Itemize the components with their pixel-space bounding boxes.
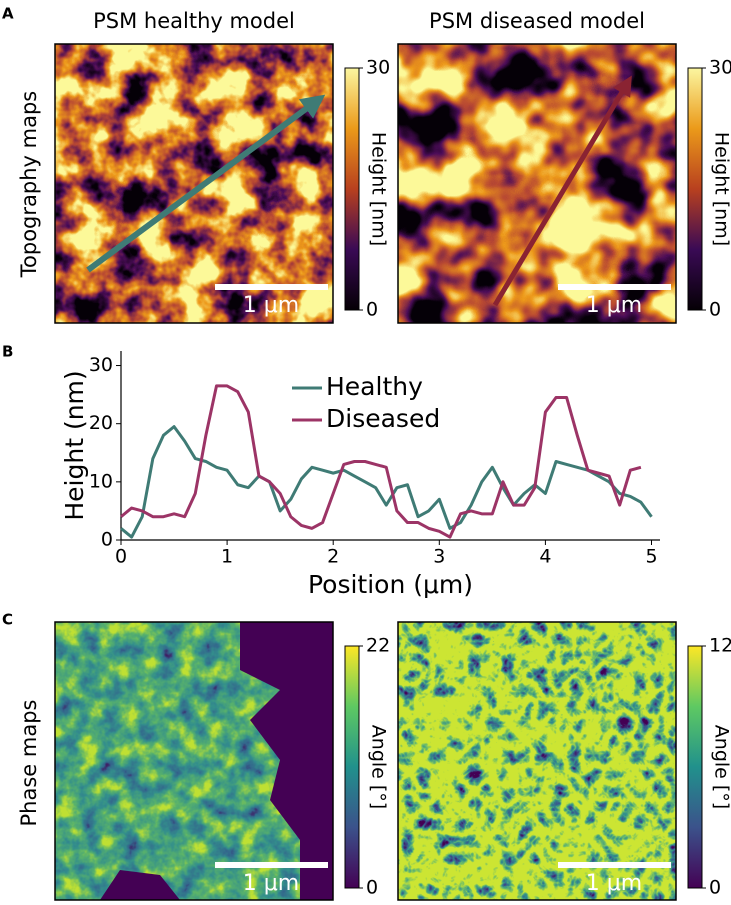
x-axis-label: Position (μm) — [308, 570, 473, 599]
legend-label: Diseased — [326, 404, 440, 433]
y-axis-label: Height (nm) — [60, 370, 89, 520]
scale-bar-label: 1 μm — [243, 871, 299, 896]
y-tick-label: 30 — [89, 354, 113, 376]
phase-void — [100, 622, 333, 900]
x-tick-label: 1 — [221, 546, 233, 568]
panel-label: C — [2, 611, 13, 629]
line-series — [120, 384, 642, 539]
colorbar-tick-label: 22 — [366, 635, 390, 657]
colorbar — [687, 645, 703, 889]
colorbar-tick-label: 30 — [709, 57, 731, 79]
panel-label: A — [2, 5, 14, 23]
map-frame — [397, 43, 677, 324]
map-frame — [397, 621, 677, 901]
topography-map — [398, 44, 676, 323]
x-tick-label: 5 — [645, 546, 657, 568]
scale-bar — [558, 284, 671, 290]
x-tick-label: 3 — [433, 546, 445, 568]
y-tick-label: 20 — [89, 412, 113, 434]
colorbar-tick-label: 0 — [709, 299, 721, 321]
map-frame — [54, 621, 334, 901]
scale-bar-label: 1 μm — [586, 293, 642, 318]
profile-arrow — [86, 94, 326, 273]
map-title: PSM healthy model — [93, 9, 295, 33]
colorbar-tick-label: 12 — [709, 635, 731, 657]
scale-bar-label: 1 μm — [586, 871, 642, 896]
colorbar-label: Height [nm] — [711, 132, 731, 246]
scale-bar — [215, 862, 328, 868]
legend-label: Healthy — [326, 372, 423, 401]
profile-arrow — [492, 75, 632, 307]
x-tick-label: 4 — [539, 546, 551, 568]
colorbar-tick-label: 30 — [366, 57, 390, 79]
panel-label: B — [2, 343, 13, 361]
colorbar-tick-label: 0 — [366, 299, 378, 321]
map-title: PSM diseased model — [429, 9, 645, 33]
map-frame — [54, 43, 334, 324]
colorbar-tick-label: 0 — [366, 877, 378, 899]
line-series — [120, 425, 653, 539]
colorbar-label: Angle [°] — [368, 725, 390, 809]
x-tick-label: 0 — [115, 546, 127, 568]
scale-bar-label: 1 μm — [243, 293, 299, 318]
x-tick-label: 2 — [327, 546, 339, 568]
scale-bar — [558, 862, 671, 868]
row-label: Phase maps — [17, 700, 41, 827]
topography-map — [54, 43, 334, 324]
colorbar — [687, 67, 703, 311]
colorbar — [344, 67, 360, 311]
phase-map — [398, 622, 676, 900]
row-label: Topography maps — [17, 91, 41, 278]
colorbar-tick-label: 0 — [709, 877, 721, 899]
colorbar-label: Angle [°] — [711, 725, 731, 809]
colorbar-label: Height [nm] — [368, 132, 390, 246]
y-tick-label: 10 — [89, 470, 113, 492]
y-tick-label: 0 — [101, 529, 113, 551]
scale-bar — [215, 284, 328, 290]
colorbar — [344, 645, 360, 889]
